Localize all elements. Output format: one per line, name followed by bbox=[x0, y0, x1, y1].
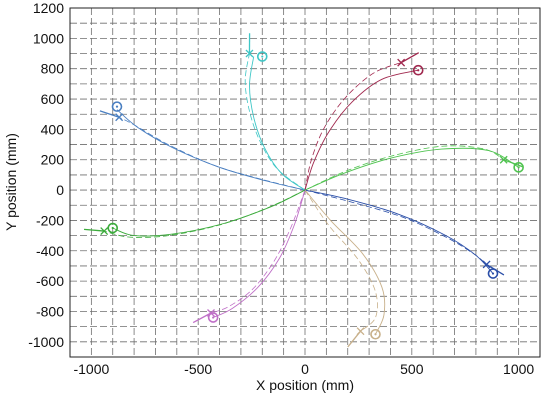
y-axis-label: Y position (mm) bbox=[3, 133, 19, 231]
y-tick-label: 600 bbox=[41, 91, 65, 107]
endpoint-cross bbox=[115, 113, 124, 122]
series-group bbox=[83, 33, 524, 348]
x-axis-label: X position (mm) bbox=[256, 377, 354, 393]
endpoint-tail bbox=[83, 228, 105, 232]
target-circle bbox=[487, 268, 499, 279]
trajectory-line-dashed bbox=[210, 189, 306, 314]
trajectory-series-7 bbox=[192, 189, 306, 324]
target-center-dot bbox=[111, 226, 114, 230]
y-tick-label: -1000 bbox=[28, 334, 64, 350]
x-tick-label: 1000 bbox=[503, 361, 534, 377]
y-tick-label: 0 bbox=[56, 182, 64, 198]
y-tick-label: 400 bbox=[41, 121, 65, 137]
trajectory-line-dashed bbox=[244, 53, 306, 191]
trajectory-line bbox=[304, 189, 386, 335]
x-tick-label: -500 bbox=[184, 361, 212, 377]
target-circle bbox=[513, 162, 524, 173]
target-center-dot bbox=[517, 166, 520, 169]
trajectory-series-5 bbox=[304, 189, 505, 279]
target-center-dot bbox=[212, 316, 215, 319]
endpoint-cross bbox=[397, 58, 406, 67]
target-circle bbox=[111, 101, 123, 112]
trajectory-line-dashed bbox=[304, 189, 487, 265]
trajectory-series-6 bbox=[304, 189, 386, 348]
trajectory-series-2 bbox=[244, 33, 306, 191]
endpoint-tail bbox=[192, 312, 212, 324]
trajectory-line bbox=[304, 147, 519, 191]
endpoint-cross bbox=[499, 155, 508, 164]
y-tick-label: -800 bbox=[36, 303, 64, 319]
endpoint-cross bbox=[245, 49, 254, 58]
trajectory-line bbox=[304, 69, 419, 191]
y-tick-label: -200 bbox=[36, 212, 64, 228]
target-center-dot bbox=[491, 272, 495, 275]
target-circle bbox=[370, 328, 381, 340]
trajectory-series-1 bbox=[99, 101, 306, 191]
trajectory-line-dashed bbox=[304, 62, 402, 191]
target-center-dot bbox=[417, 69, 420, 72]
endpoint-tail bbox=[503, 159, 523, 168]
grid bbox=[69, 7, 541, 358]
target-center-dot bbox=[374, 333, 377, 336]
tick-labels: -1000 -500 0 500 1000 -1000 -800 -600 -400 -200 0 2… bbox=[28, 0, 534, 377]
target-circle bbox=[412, 64, 424, 76]
x-tick-label: 500 bbox=[400, 361, 424, 377]
plot-frame bbox=[69, 7, 541, 358]
trajectory-line-dashed bbox=[304, 189, 378, 332]
trajectory-series-3 bbox=[304, 52, 424, 191]
x-tick-label: 0 bbox=[301, 361, 309, 377]
y-tick-label: 800 bbox=[41, 61, 65, 77]
trajectory-line bbox=[304, 189, 494, 274]
target-circle bbox=[107, 222, 119, 234]
y-tick-label: -600 bbox=[36, 273, 64, 289]
endpoint-tail bbox=[99, 110, 120, 118]
trajectory-series-4 bbox=[304, 145, 524, 191]
endpoint-cross bbox=[482, 260, 491, 269]
y-tick-label: 200 bbox=[41, 152, 65, 168]
y-tick-label: -400 bbox=[36, 243, 64, 259]
x-tick-label: -1000 bbox=[73, 361, 109, 377]
target-center-dot bbox=[115, 105, 119, 108]
trajectory-line-dashed bbox=[304, 145, 504, 191]
trajectory-line bbox=[112, 189, 306, 237]
trajectory-series-8 bbox=[83, 189, 306, 238]
y-tick-label: 1200 bbox=[33, 0, 64, 16]
target-circle bbox=[256, 51, 268, 62]
endpoint-cross bbox=[356, 327, 365, 336]
target-center-dot bbox=[261, 55, 264, 58]
trajectory-line-dashed bbox=[118, 116, 306, 191]
trajectory-line bbox=[249, 56, 306, 191]
endpoint-tail bbox=[400, 52, 420, 64]
y-tick-label: 1000 bbox=[33, 30, 64, 46]
endpoint-cross bbox=[100, 227, 109, 236]
trajectory-line-dashed bbox=[104, 189, 306, 238]
target-circle bbox=[207, 312, 219, 323]
trajectory-line bbox=[212, 189, 306, 318]
